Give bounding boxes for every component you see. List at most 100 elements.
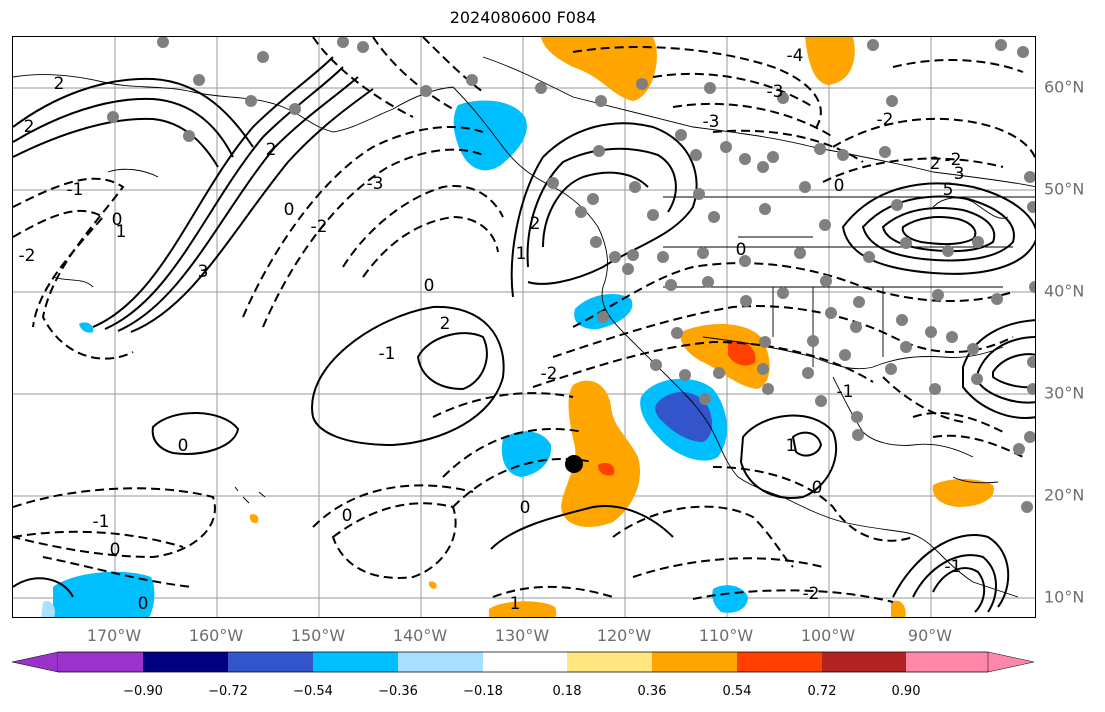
lon-label: 100°W: [800, 626, 856, 645]
contour-label: 2: [530, 214, 541, 234]
colorbar-segment: [398, 652, 484, 672]
colorbar-extend-low: [11, 651, 59, 673]
lon-label: 90°W: [907, 626, 953, 645]
contour-label: -3: [703, 112, 720, 132]
lon-label: 120°W: [596, 626, 652, 645]
contour-label: 0: [110, 540, 121, 560]
colorbar-segment: [737, 652, 823, 672]
contour-label: 2: [24, 117, 35, 137]
contour-labels: 2 2 1 -1 0 -2 3 2 0 -2 -3 -3 -4 -3 -2 -2…: [19, 46, 965, 614]
lat-label: 60°N: [1044, 77, 1085, 97]
contour-label: -3: [367, 174, 384, 194]
colorbar-tick-label: −0.18: [463, 684, 503, 699]
contour-label: 0: [834, 176, 845, 196]
contour-label: 0: [736, 240, 747, 260]
contour-label: 1: [786, 436, 797, 456]
contour-label: 0: [812, 478, 823, 498]
colorbar-tick-label: 0.72: [807, 684, 837, 699]
colorbar-tick-label: 0.36: [637, 684, 667, 699]
shade-south-orange: [489, 601, 557, 617]
dashed-contours: [13, 37, 1035, 603]
colorbar-segment: [567, 652, 653, 672]
contour-label: 0: [112, 210, 123, 230]
colorbar-segment: [652, 652, 738, 672]
shade-alaska-blue: [453, 100, 527, 171]
colorbar-segment: [822, 652, 908, 672]
colorbar-segment: [906, 652, 988, 672]
contour-label: -3: [767, 82, 784, 102]
graticule: [13, 37, 1035, 617]
contour-label: 3: [954, 164, 965, 184]
shade-mexico-darkblue: [655, 391, 713, 442]
contour-label: 1: [116, 222, 127, 242]
lat-label: 10°N: [1044, 587, 1085, 607]
contour-label: 0: [284, 200, 295, 220]
shade-sw-lightblue: [41, 601, 55, 617]
shade-canada-orange: [805, 37, 855, 85]
contour-label: 0: [342, 506, 353, 526]
contour-label: -4: [787, 46, 804, 66]
contour-label: -2: [19, 246, 36, 266]
contour-label: -1: [837, 382, 854, 402]
shade-sw-blue: [53, 571, 155, 617]
station-dots: [107, 37, 1035, 513]
lon-label: 150°W: [290, 626, 346, 645]
shade-south-blue: [712, 585, 748, 613]
contour-label: 2: [440, 314, 451, 334]
contour-label: 5: [943, 180, 954, 200]
lat-label: 50°N: [1044, 179, 1085, 199]
storm-center-marker[interactable]: [565, 455, 583, 473]
shade-small-orange: [428, 581, 437, 589]
contour-label: -2: [945, 150, 962, 170]
shade-pacific-red: [598, 462, 615, 476]
colorbar-segment: [228, 652, 314, 672]
colorbar: [11, 651, 1035, 673]
contour-label: 1: [510, 594, 521, 614]
plot-title: 2024080600 F084: [449, 8, 597, 27]
contour-label: 1: [516, 244, 527, 264]
colorbar-tick-label: 0.90: [891, 684, 921, 699]
contour-label: 2: [266, 140, 277, 160]
lat-label: 40°N: [1044, 281, 1085, 301]
contour-label: 2: [54, 74, 65, 94]
shade-southwest-orange: [680, 323, 770, 389]
contour-label: 0: [138, 594, 149, 614]
lon-label: 110°W: [698, 626, 754, 645]
contour-label: 0: [520, 498, 531, 518]
map-panel[interactable]: 2 2 1 -1 0 -2 3 2 0 -2 -3 -3 -4 -3 -2 -2…: [12, 36, 1036, 618]
colorbar-segment: [483, 652, 569, 672]
contour-label: -2: [803, 584, 820, 604]
shade-southwest-red: [728, 340, 756, 366]
colorbar-tick-label: −0.54: [293, 684, 333, 699]
colorbar-tick-label: −0.72: [208, 684, 248, 699]
contour-label: -1: [945, 557, 962, 577]
lon-label: 160°W: [188, 626, 244, 645]
contour-label: -2: [877, 110, 894, 130]
colorbar-tick-label: 0.18: [552, 684, 582, 699]
contour-label: -1: [93, 512, 110, 532]
shade-pacific-blue: [501, 431, 552, 477]
shade-pacific-orange: [561, 380, 641, 527]
shade-caribbean-orange: [932, 479, 994, 507]
map-graphic: 2 2 1 -1 0 -2 3 2 0 -2 -3 -3 -4 -3 -2 -2…: [13, 37, 1035, 617]
lon-label: 170°W: [86, 626, 142, 645]
shade-hawaii-orange: [249, 514, 259, 524]
contour-label: -2: [311, 217, 328, 237]
shade-small-blue: [79, 322, 94, 333]
contour-label: 0: [424, 276, 435, 296]
anomaly-shading: [41, 37, 994, 617]
colorbar-extend-high: [987, 651, 1035, 673]
lat-label: 20°N: [1044, 485, 1085, 505]
contour-label: -2: [541, 364, 558, 384]
colorbar-segment: [313, 652, 399, 672]
lat-label: 30°N: [1044, 383, 1085, 403]
colorbar-segment: [58, 652, 144, 672]
contour-label: 0: [178, 436, 189, 456]
lon-label: 140°W: [392, 626, 448, 645]
contour-label: 2: [930, 154, 941, 174]
contour-label: 3: [198, 262, 209, 282]
shade-north-orange: [541, 37, 657, 101]
colorbar-segment: [143, 652, 229, 672]
contour-label: -1: [67, 180, 84, 200]
contour-label: -1: [379, 344, 396, 364]
